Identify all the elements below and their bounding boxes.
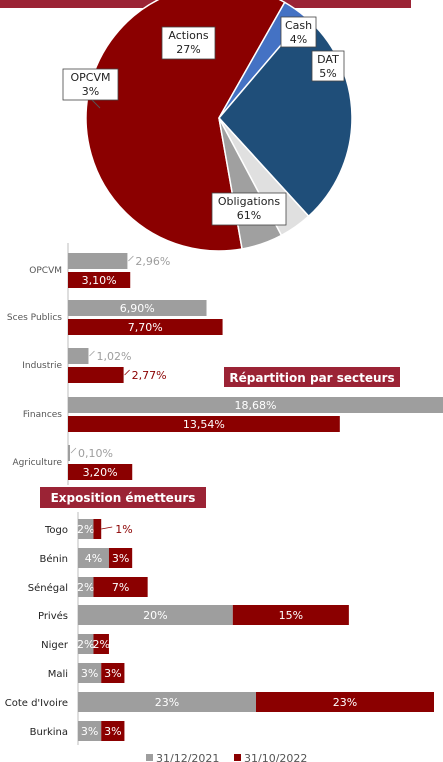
sector-bar-opcvm-s1 [68,253,127,269]
pie-value-cash: 4% [290,33,307,46]
pie-label-actions: Actions [168,29,208,42]
sector-label-agriculture-s2: 3,20% [83,466,118,479]
legend-swatch-2021 [146,754,153,761]
issuer-leader-togo-s2 [101,527,112,529]
issuer-label-mali-s2: 3% [104,667,121,680]
issuer-label-togo-s1: 2% [77,523,94,536]
sector-label-opcvm-s2: 3,10% [82,274,117,287]
issuer-category-benin: Bénin [40,553,68,565]
pie-label-dat: DAT [317,53,339,66]
issuer-label-niger-s2: 2% [92,638,109,651]
issuer-category-cote-d-ivoire: Cote d'Ivoire [5,698,68,709]
sector-category-opcvm: OPCVM [29,266,62,276]
issuer-label-burkina-s1: 3% [81,725,98,738]
sector-category-finances: Finances [23,410,62,420]
issuer-label-mali-s1: 3% [81,667,98,680]
sector-title: Répartition par secteurs [229,371,394,385]
issuer-label-senegal-s1: 2% [77,581,94,594]
sector-label-sces-publics-s2: 7,70% [128,321,163,334]
issuer-label-togo-s2: 1% [115,523,132,536]
sector-label-industrie-s1: 1,02% [96,350,131,363]
issuer-label-senegal-s2: 7% [112,581,129,594]
pie-value-dat: 5% [319,67,336,80]
sector-label-agriculture-s1: 0,10% [78,447,113,460]
legend-swatch-2022 [234,754,241,761]
pie-label-obligations: Obligations [218,195,281,208]
sector-bar-industrie-s1 [68,348,88,364]
issuer-category-togo: Togo [44,525,68,536]
sector-label-industrie-s2: 2,77% [132,369,167,382]
sector-leader-agriculture-s1 [71,448,76,453]
sector-bar-industrie-s2 [68,367,124,383]
sector-category-sces-publics: Sces Publics [7,313,62,323]
sector-category-agriculture: Agriculture [13,458,63,468]
issuer-category-niger: Niger [41,640,69,651]
sector-label-opcvm-s1: 2,96% [135,255,170,268]
pie-value-obligations: 61% [237,209,261,222]
issuer-category-mali: Mali [48,669,68,680]
pie-label-cash: Cash [285,19,312,32]
issuer-bar-togo-s2 [93,519,101,539]
pie-value-actions: 27% [176,43,200,56]
sector-leader-industrie-s1 [89,351,94,356]
issuer-category-burkina: Burkina [30,727,68,738]
pie-label-opcvm: OPCVM [71,71,111,84]
pie-value-opcvm: 3% [82,85,99,98]
sector-label-finances-s1: 18,68% [235,399,277,412]
legend-label-2021: 31/12/2021 [156,752,219,762]
sector-bar-agriculture-s1 [68,445,70,461]
legend-label-2022: 31/10/2022 [244,752,307,762]
sector-leader-industrie-s2 [125,370,130,375]
issuer-category-prives: Privés [38,610,68,622]
issuer-label-cote-d-ivoire-s1: 23% [155,696,179,709]
sector-leader-opcvm-s1 [128,256,133,261]
issuer-label-benin-s1: 4% [85,552,102,565]
sector-category-industrie: Industrie [22,361,62,371]
sector-label-finances-s2: 13,54% [183,418,225,431]
issuer-label-prives-s2: 15% [279,609,303,622]
issuer-label-cote-d-ivoire-s2: 23% [333,696,357,709]
issuer-title: Exposition émetteurs [51,491,196,505]
sector-label-sces-publics-s1: 6,90% [120,302,155,315]
issuer-label-prives-s1: 20% [143,609,167,622]
issuer-category-senegal: Sénégal [28,582,68,594]
issuer-label-benin-s2: 3% [112,552,129,565]
issuer-label-burkina-s2: 3% [104,725,121,738]
